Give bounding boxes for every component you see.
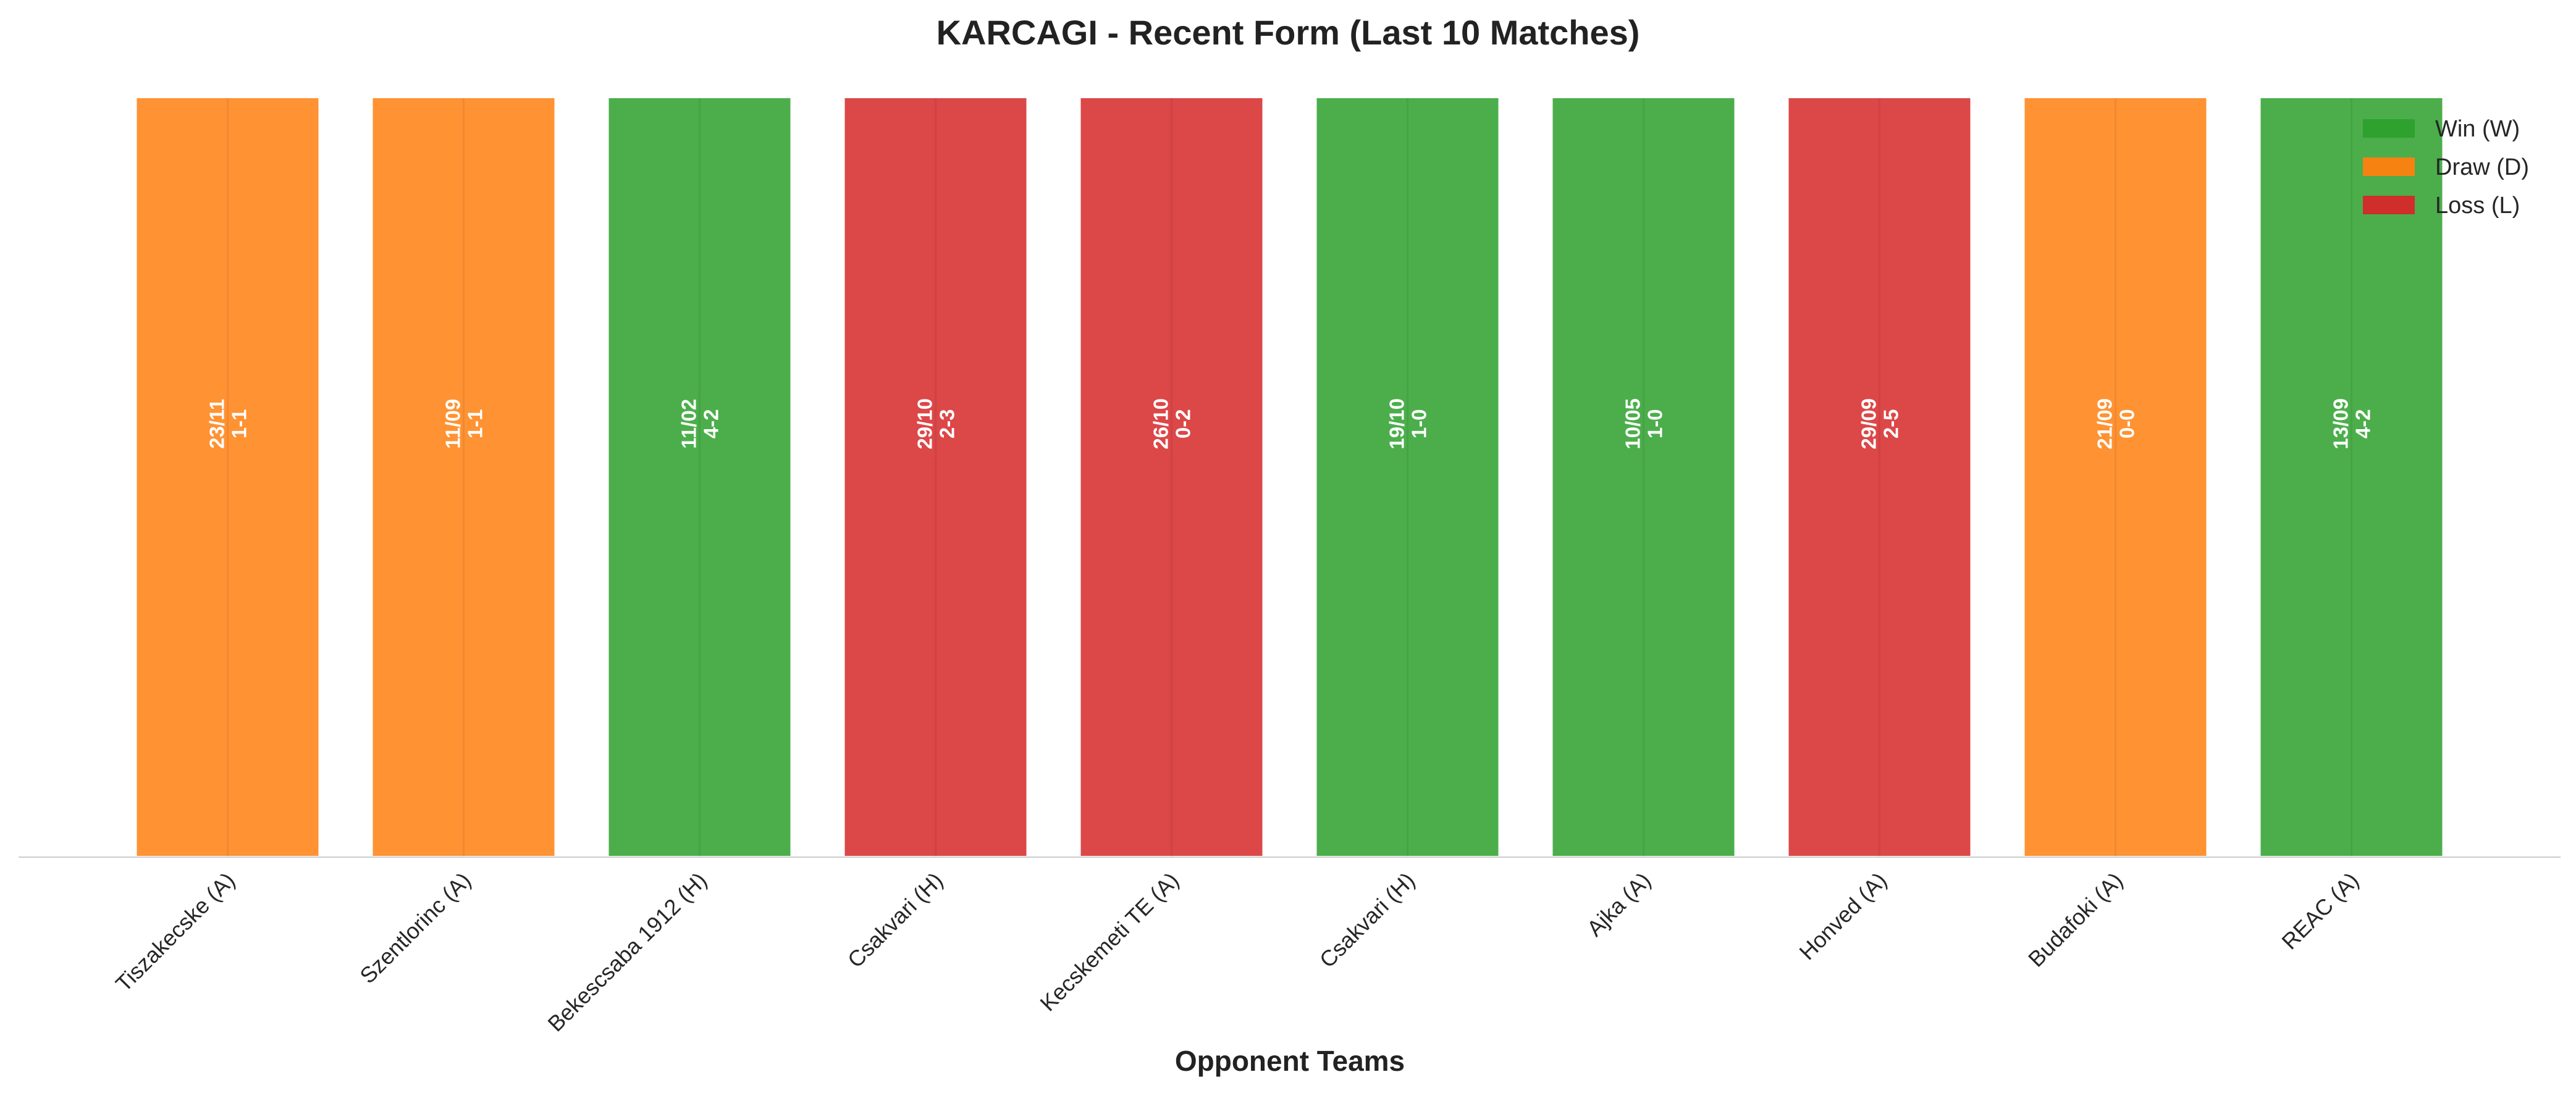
bar-score: 1-1 [228,409,251,438]
x-tick-label-10: REAC (A) [2276,868,2363,955]
bar-5 [1078,96,1265,858]
legend-label-d: Draw (D) [2435,154,2529,180]
bar-date: 13/09 [2330,398,2352,450]
bar-label-5: 26/100-2 [1150,398,1195,450]
bar-6 [1314,96,1501,858]
bar-date: 29/09 [1858,398,1880,450]
bar-date: 11/02 [678,399,701,449]
x-tick-label-4: Csakvari (H) [843,868,948,973]
bar-date: 21/09 [2094,398,2116,450]
bar-1 [134,96,321,858]
x-tick-label-9: Budafoki (A) [2023,868,2128,972]
chart-title: KARCAGI - Recent Form (Last 10 Matches) [937,13,1640,52]
legend-swatch-l [2363,196,2415,214]
bar-score: 4-2 [700,409,723,438]
bars-group: 23/111-1 11/091-1 11/024-2 29/102-3 26/100-2… [134,96,2445,858]
bar-7 [1550,96,1737,858]
bar-date: 29/10 [914,398,937,450]
bar-score: 0-2 [1172,409,1195,438]
legend-label-w: Win (W) [2435,116,2520,142]
x-tick-label-6: Csakvari (H) [1315,868,1420,973]
legend: Win (W) Draw (D) Loss (L) [2363,116,2529,219]
bar-score: 2-5 [1880,409,1903,438]
x-tick-label-7: Ajka (A) [1582,868,1656,942]
bar-10 [2258,96,2445,858]
x-tick-label-3: Bekescsaba 1912 (H) [542,868,712,1037]
bar-date: 26/10 [1150,398,1172,450]
x-tick-label-5: Kecskemeti TE (A) [1035,868,1184,1016]
bar-label-2: 11/091-1 [442,399,487,449]
bar-score: 2-3 [936,409,959,438]
bar-date: 23/11 [206,399,229,449]
bar-label-8: 29/092-5 [1858,398,1903,450]
x-tick-labels: Tiszakecske (A) Szentlorinc (A) Bekescsaba… [111,868,2363,1037]
x-tick-label-2: Szentlorinc (A) [355,868,476,989]
bar-2 [370,96,557,858]
bar-score: 1-1 [464,409,487,438]
x-tick-label-1: Tiszakecske (A) [111,868,240,997]
bar-score: 4-2 [2352,409,2375,438]
bar-4 [842,96,1029,858]
bar-label-4: 29/102-3 [914,398,959,450]
bar-score: 1-0 [1408,409,1431,438]
legend-label-l: Loss (L) [2435,193,2520,219]
bar-date: 10/05 [1622,398,1644,450]
bar-score: 1-0 [1644,409,1667,438]
legend-swatch-d [2363,157,2415,176]
bar-label-3: 11/024-2 [678,399,723,449]
bar-date: 11/09 [442,399,465,449]
legend-swatch-w [2363,119,2415,138]
bar-label-10: 13/094-2 [2330,398,2375,450]
bar-score: 0-0 [2116,409,2139,438]
bar-label-9: 21/090-0 [2094,398,2139,450]
bar-date: 19/10 [1386,398,1408,450]
x-axis-label: Opponent Teams [1175,1045,1405,1077]
bar-label-7: 10/051-0 [1622,398,1667,450]
bar-3 [606,96,793,858]
x-tick-label-8: Honved (A) [1794,868,1892,965]
bar-label-1: 23/111-1 [206,399,251,449]
bar-label-6: 19/101-0 [1386,398,1431,450]
